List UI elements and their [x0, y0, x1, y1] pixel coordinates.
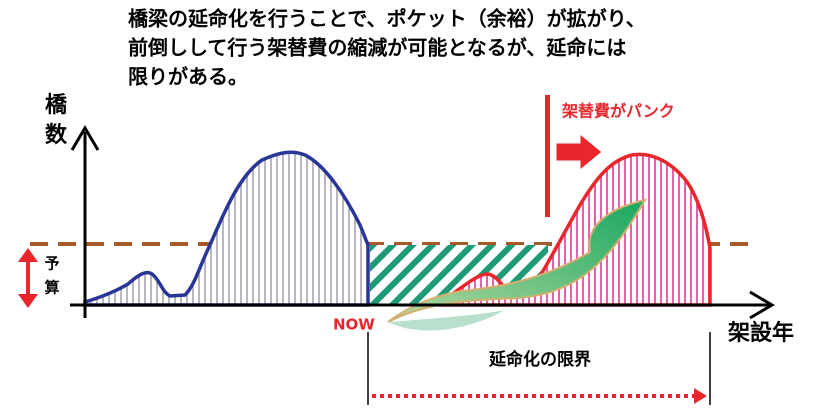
y-axis-arrow — [70, 125, 100, 151]
now-label: NOW — [333, 316, 375, 334]
limit-arrow-head — [694, 388, 707, 404]
budget-label: 予 — [44, 255, 59, 273]
limit-label: 延命化の限界 — [488, 349, 591, 370]
x-axis-arrow — [749, 290, 775, 320]
blue-curve — [83, 150, 370, 307]
y-axis-label: 橋 — [45, 93, 68, 118]
burst-bar — [545, 95, 550, 217]
title-line: 限りがある。 — [128, 65, 248, 89]
red-curve — [438, 152, 712, 307]
budget-arrow-head — [18, 294, 38, 308]
x-axis-label: 架設年 — [728, 320, 794, 346]
burst-arrow — [555, 132, 603, 172]
budget-label: 算 — [44, 279, 59, 297]
budget-arrow-head — [18, 248, 38, 262]
y-axis-label: 数 — [45, 122, 68, 148]
title-line: 前倒しして行う架替費の縮減が可能となるが、延命には — [128, 36, 626, 60]
burst-label: 架替費がパンク — [561, 102, 675, 121]
title-line: 橋梁の延命化を行うことで、ポケット（余裕）が拡がり、 — [128, 7, 646, 31]
leaf-tail — [388, 310, 505, 331]
leaf-arrow — [387, 198, 648, 323]
